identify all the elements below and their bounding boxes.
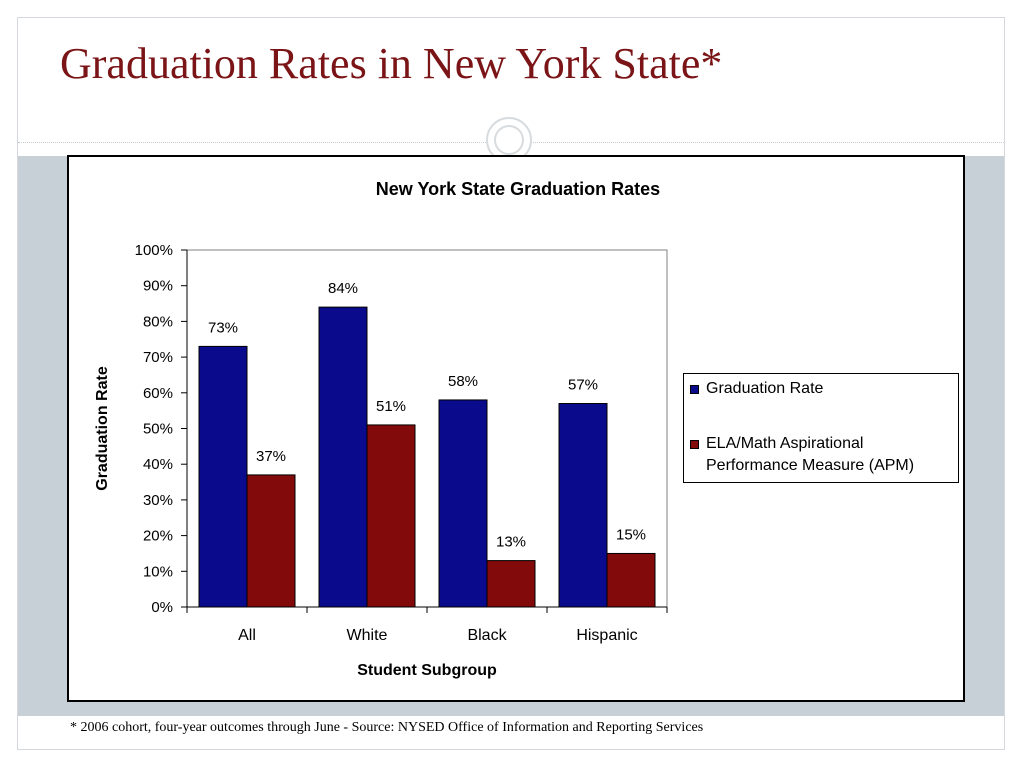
- data-label: 84%: [328, 280, 358, 297]
- bar-white-graduation-rate: [318, 306, 368, 608]
- bar-hispanic-apm: [606, 552, 656, 608]
- y-tick-label: 50%: [143, 421, 173, 438]
- y-axis: 0% 10% 20% 30% 40% 50% 60% 70% 80% 90% 100%: [135, 242, 188, 616]
- y-tick-label: 60%: [143, 385, 173, 402]
- bar-all-apm: [246, 474, 296, 608]
- legend-label: Graduation Rate: [706, 380, 824, 397]
- x-axis: All White Black Hispanic: [186, 606, 668, 644]
- y-tick-label: 20%: [143, 528, 173, 545]
- bar-chart: 0% 10% 20% 30% 40% 50% 60% 70% 80% 90% 100% All Whi…: [94, 242, 668, 679]
- y-tick-label: 30%: [143, 492, 173, 509]
- y-tick-label: 70%: [143, 349, 173, 366]
- y-tick-label: 100%: [135, 242, 173, 259]
- x-tick-label: White: [347, 627, 388, 644]
- bar-labels-group: 73% 37% 84% 51% 58% 13% 57% 15%: [208, 280, 646, 550]
- y-axis-title: Graduation Rate: [94, 366, 111, 491]
- data-label: 15%: [616, 526, 646, 543]
- legend-label: ELA/Math Aspirational Performance Measur…: [706, 435, 915, 474]
- bar-black-graduation-rate: [438, 399, 488, 608]
- footnote: * 2006 cohort, four-year outcomes throug…: [70, 720, 704, 735]
- data-label: 73%: [208, 319, 238, 336]
- data-label: 37%: [256, 448, 286, 465]
- bar-white-apm: [366, 424, 416, 608]
- data-label: 57%: [568, 377, 598, 394]
- data-label: 13%: [496, 534, 526, 551]
- divider-ornament-inner: [494, 125, 524, 155]
- chart-title: New York State Graduation Rates: [375, 179, 661, 199]
- data-label: 58%: [448, 373, 478, 390]
- legend-swatch-red: [690, 440, 699, 449]
- chart-container: New York State Graduation Rates 0% 10% 20%…: [67, 155, 965, 702]
- legend-item-graduation-rate: Graduation Rate: [690, 378, 823, 400]
- x-tick-label: Black: [467, 627, 507, 644]
- legend-swatch-blue: [690, 385, 699, 394]
- slide-title: Graduation Rates in New York State*: [60, 39, 723, 88]
- data-label: 51%: [376, 398, 406, 415]
- y-tick-label: 80%: [143, 313, 173, 330]
- bar-hispanic-graduation-rate: [558, 403, 608, 608]
- bars-group: [198, 306, 656, 608]
- chart-legend: Graduation Rate ELA/Math Aspirational Pe…: [683, 373, 959, 483]
- legend-item-apm: ELA/Math Aspirational Performance Measur…: [690, 433, 958, 477]
- bar-black-apm: [486, 560, 536, 608]
- bar-all-graduation-rate: [198, 345, 248, 608]
- y-tick-label: 90%: [143, 278, 173, 295]
- y-tick-label: 40%: [143, 456, 173, 473]
- x-axis-title: Student Subgroup: [357, 662, 497, 679]
- x-tick-label: Hispanic: [576, 627, 637, 644]
- y-tick-label: 10%: [143, 563, 173, 580]
- x-tick-label: All: [238, 627, 256, 644]
- y-tick-label: 0%: [151, 599, 173, 616]
